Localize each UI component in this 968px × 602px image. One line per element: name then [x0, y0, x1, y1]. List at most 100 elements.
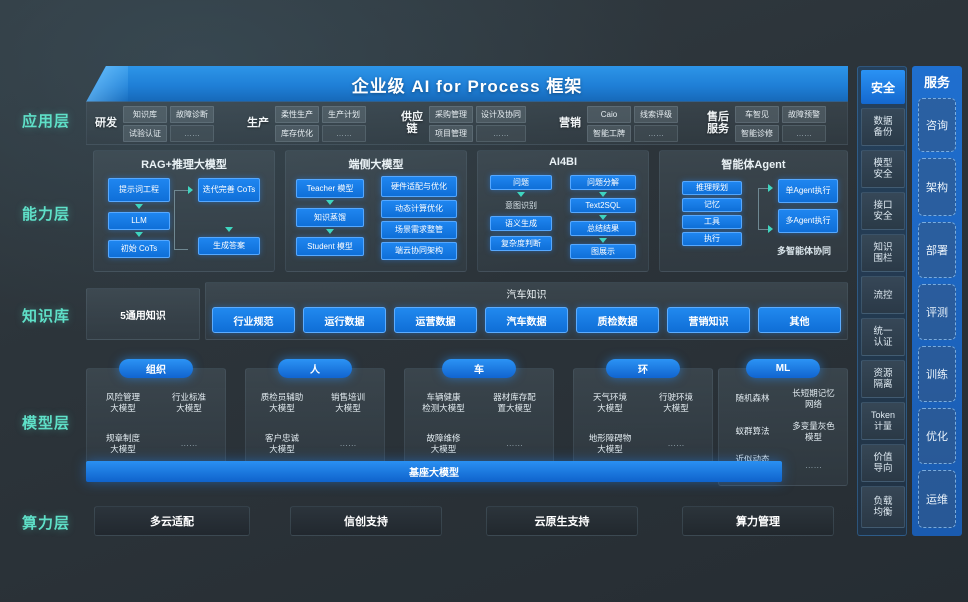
- model-item-more[interactable]: ……: [180, 438, 198, 448]
- service-item-deployment[interactable]: 部署: [918, 222, 956, 278]
- cap-node[interactable]: 单Agent执行: [778, 179, 838, 203]
- app-group-production[interactable]: 生产 柔性生产 库存优化 生产计划 ……: [245, 102, 366, 146]
- model-item-more[interactable]: ……: [805, 459, 822, 470]
- model-pill-vehicle[interactable]: 车: [442, 359, 516, 378]
- app-chip-more[interactable]: ……: [634, 125, 678, 142]
- cap-node[interactable]: 记忆: [682, 198, 742, 212]
- security-item-model[interactable]: 模型 安全: [861, 150, 905, 188]
- security-item-flow[interactable]: 流控: [861, 276, 905, 314]
- app-chip[interactable]: 试验认证: [123, 125, 167, 142]
- base-model-bar[interactable]: 基座大模型: [86, 461, 782, 482]
- model-pill-people[interactable]: 人: [278, 359, 352, 378]
- model-item-more[interactable]: ……: [339, 438, 357, 448]
- model-item[interactable]: 客户忠诚 大模型: [264, 432, 299, 454]
- model-item[interactable]: 天气环境 大模型: [592, 391, 627, 413]
- cap-node[interactable]: Text2SQL: [570, 198, 636, 213]
- app-chip[interactable]: 采购管理: [429, 106, 473, 123]
- app-chip[interactable]: 故障诊断: [170, 106, 214, 123]
- model-item[interactable]: 故障维修 大模型: [426, 432, 461, 454]
- model-item-more[interactable]: ……: [667, 438, 685, 448]
- security-item-fence[interactable]: 知识 围栏: [861, 234, 905, 272]
- model-item-more[interactable]: ……: [506, 438, 523, 448]
- service-item-architecture[interactable]: 架构: [918, 158, 956, 216]
- app-chip[interactable]: 故障预警: [782, 106, 826, 123]
- app-chip[interactable]: Caio: [587, 106, 631, 123]
- cap-node[interactable]: 动态计算优化: [381, 200, 457, 218]
- knowledge-chip[interactable]: 营销知识: [667, 307, 750, 333]
- cap-node[interactable]: 意图识别: [505, 200, 537, 210]
- model-item[interactable]: 行业标准 大模型: [171, 391, 206, 413]
- security-item-isolation[interactable]: 资源 隔离: [861, 360, 905, 398]
- model-item[interactable]: 随机森林: [735, 393, 770, 404]
- cap-node[interactable]: 问题分解: [570, 175, 636, 190]
- compute-item-management[interactable]: 算力管理: [682, 506, 834, 536]
- cap-node[interactable]: 问题: [490, 175, 552, 190]
- cap-node[interactable]: 语义生成: [490, 216, 552, 231]
- app-group-supply-chain[interactable]: 供应 链 采购管理 项目管理 设计及协同 ……: [399, 102, 526, 146]
- knowledge-general-box[interactable]: 5通用知识: [86, 288, 200, 340]
- app-chip[interactable]: 项目管理: [429, 125, 473, 142]
- cap-node[interactable]: 多Agent执行: [778, 209, 838, 233]
- security-item-value[interactable]: 价值 导向: [861, 444, 905, 482]
- app-chip-more[interactable]: ……: [476, 125, 526, 142]
- cap-node[interactable]: 总结结果: [570, 221, 636, 236]
- app-chip[interactable]: 设计及协同: [476, 106, 526, 123]
- app-chip[interactable]: 库存优化: [275, 125, 319, 142]
- knowledge-chip[interactable]: 质检数据: [576, 307, 659, 333]
- model-item[interactable]: 行驶环境 大模型: [658, 391, 693, 413]
- cap-node[interactable]: Student 模型: [296, 237, 364, 256]
- cap-node[interactable]: 初始 CoTs: [108, 240, 170, 258]
- model-item[interactable]: 长短期记忆 网络: [792, 387, 835, 409]
- model-item[interactable]: 规章制度 大模型: [105, 432, 140, 454]
- knowledge-chip[interactable]: 运行数据: [303, 307, 386, 333]
- model-pill-environment[interactable]: 环: [606, 359, 680, 378]
- cap-node[interactable]: 推理规划: [682, 181, 742, 195]
- knowledge-chip[interactable]: 行业规范: [212, 307, 295, 333]
- cap-node[interactable]: 生成答案: [198, 237, 260, 255]
- app-chip-more[interactable]: ……: [170, 125, 214, 142]
- service-item-training[interactable]: 训练: [918, 346, 956, 402]
- app-chip[interactable]: 车智见: [735, 106, 779, 123]
- cap-node[interactable]: 场景需求整管: [381, 221, 457, 239]
- cap-node[interactable]: 迭代完善 CoTs: [198, 178, 260, 202]
- model-item[interactable]: 车辆健康 检测大模型: [422, 391, 465, 413]
- knowledge-chip[interactable]: 其他: [758, 307, 841, 333]
- cap-node[interactable]: 工具: [682, 215, 742, 229]
- security-item-api[interactable]: 接口 安全: [861, 192, 905, 230]
- model-pill-org[interactable]: 组织: [119, 359, 193, 378]
- model-item[interactable]: 多变量灰色 模型: [792, 420, 835, 442]
- cap-node[interactable]: 图展示: [570, 244, 636, 259]
- knowledge-chip[interactable]: 运营数据: [394, 307, 477, 333]
- cap-node[interactable]: LLM: [108, 212, 170, 230]
- compute-item-xinchuang[interactable]: 信创支持: [290, 506, 442, 536]
- model-pill-ml[interactable]: ML: [746, 359, 820, 378]
- app-chip[interactable]: 智能诊修: [735, 125, 779, 142]
- security-item-loadbalance[interactable]: 负载 均衡: [861, 486, 905, 528]
- security-item-auth[interactable]: 统一 认证: [861, 318, 905, 356]
- compute-item-cloudnative[interactable]: 云原生支持: [486, 506, 638, 536]
- service-item-operations[interactable]: 运维: [918, 470, 956, 528]
- app-chip-more[interactable]: ……: [322, 125, 366, 142]
- service-item-optimization[interactable]: 优化: [918, 408, 956, 464]
- cap-node[interactable]: 端云协同架构: [381, 242, 457, 260]
- cap-node[interactable]: 知识蒸馏: [296, 208, 364, 227]
- model-item[interactable]: 风险管理 大模型: [105, 391, 140, 413]
- app-chip[interactable]: 生产计划: [322, 106, 366, 123]
- app-group-after-sales[interactable]: 售后 服务 车智见 智能诊修 故障预警 ……: [705, 102, 826, 146]
- security-item-token[interactable]: Token 计量: [861, 402, 905, 440]
- security-item-backup[interactable]: 数据 备份: [861, 108, 905, 146]
- cap-node[interactable]: 硬件适配与优化: [381, 176, 457, 197]
- app-chip[interactable]: 柔性生产: [275, 106, 319, 123]
- service-item-consulting[interactable]: 咨询: [918, 98, 956, 152]
- app-chip[interactable]: 线索评级: [634, 106, 678, 123]
- service-item-evaluation[interactable]: 评测: [918, 284, 956, 340]
- cap-node[interactable]: 复杂度判断: [490, 236, 552, 251]
- app-group-marketing[interactable]: 营销 Caio 智能工牌 线索评级 ……: [557, 102, 678, 146]
- model-item[interactable]: 蚁群算法: [735, 426, 770, 437]
- cap-node[interactable]: 执行: [682, 232, 742, 246]
- cap-node[interactable]: 提示词工程: [108, 178, 170, 202]
- knowledge-chip[interactable]: 汽车数据: [485, 307, 568, 333]
- compute-item-multicloud[interactable]: 多云适配: [94, 506, 250, 536]
- cap-node[interactable]: Teacher 模型: [296, 179, 364, 198]
- model-item[interactable]: 质检员辅助 大模型: [260, 391, 304, 413]
